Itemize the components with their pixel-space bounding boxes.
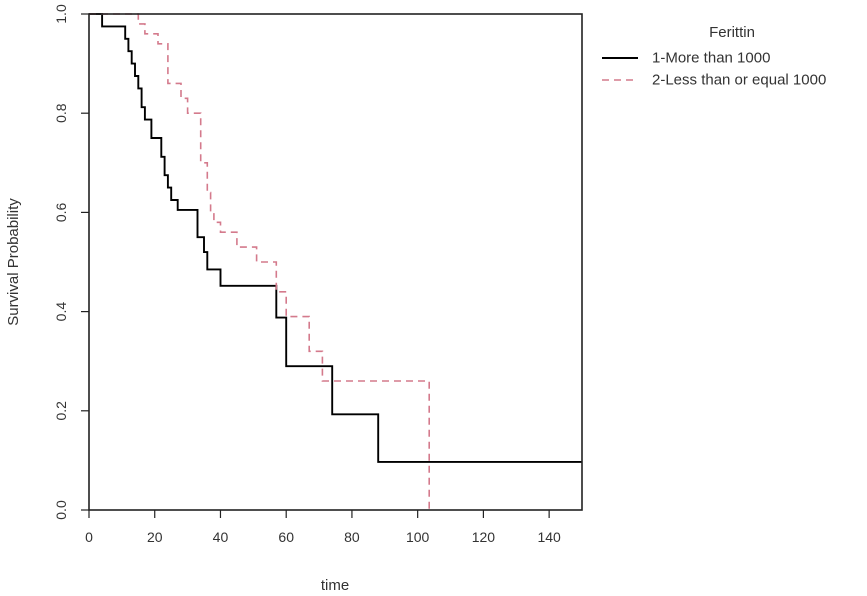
y-tick-label: 0.6 (53, 202, 69, 222)
legend-items: 1-More than 1000 2-Less than or equal 100… (602, 50, 826, 89)
x-tick-label: 100 (406, 529, 430, 545)
series-layer (89, 13, 582, 510)
legend-label-1: 1-More than 1000 (652, 50, 770, 67)
legend: Ferittin 1-More than 1000 2-Less than or … (602, 24, 826, 89)
series-line-1 (89, 13, 582, 463)
x-tick-label: 120 (472, 529, 496, 545)
y-tick-label: 0.0 (53, 500, 69, 520)
y-tick-label: 0.2 (53, 401, 69, 421)
x-axis: 0 20 40 60 80 100 120 140 (85, 510, 561, 545)
x-tick-label: 40 (213, 529, 229, 545)
x-tick-label: 0 (85, 529, 93, 545)
x-tick-label: 140 (537, 529, 561, 545)
legend-title: Ferittin (709, 24, 755, 41)
y-tick-label: 1.0 (53, 4, 69, 24)
series-line-2 (89, 13, 430, 510)
legend-label-2: 2-Less than or equal 1000 (652, 72, 826, 89)
y-tick-label: 0.8 (53, 103, 69, 123)
y-tick-label: 0.4 (53, 302, 69, 322)
x-tick-label: 80 (344, 529, 360, 545)
x-tick-label: 20 (147, 529, 163, 545)
x-axis-label: time (321, 577, 349, 594)
y-axis-label: Survival Probability (5, 198, 22, 326)
plot-frame (88, 13, 583, 511)
x-tick-label: 60 (278, 529, 294, 545)
y-axis: 0.0 0.2 0.4 0.6 0.8 1.0 (53, 4, 89, 520)
